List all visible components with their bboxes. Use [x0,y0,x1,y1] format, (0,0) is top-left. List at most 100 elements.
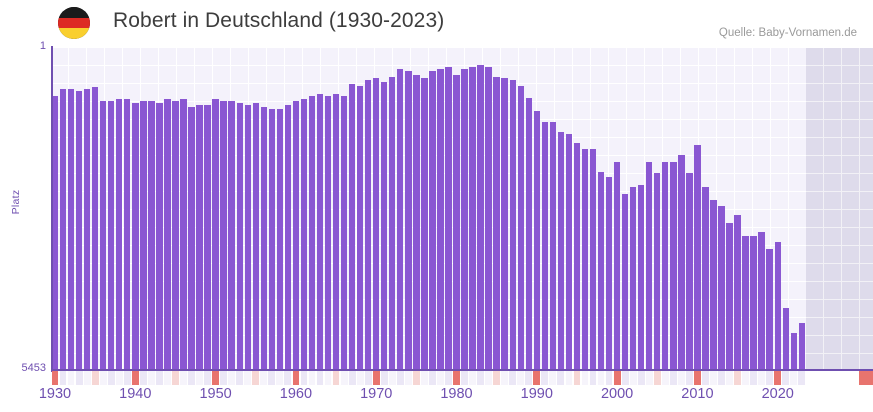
bar [332,93,340,370]
heat-strip-cell [236,371,244,385]
heat-strip-cell [308,371,316,385]
bar [99,101,107,370]
heat-strip-cell [99,371,107,385]
bar [710,199,717,370]
bar [188,106,195,370]
bar [453,74,460,370]
heat-strip-cell [356,371,364,385]
bar [662,162,669,370]
x-axis-tick-label: 1950 [199,386,232,402]
heat-strip-marker [573,371,581,385]
grid-inactive-region [805,48,873,370]
heat-strip-cell [276,371,284,385]
heat-strip-marker [91,371,99,385]
page-title: Robert in Deutschland (1930-2023) [113,9,445,32]
heat-strip-marker [131,371,139,385]
heat-strip-cell [517,371,525,385]
x-axis-tick-label: 1930 [38,386,72,402]
bar [605,177,613,370]
heat-strip-marker [774,371,782,385]
bar [164,99,171,370]
plot-area [51,48,873,370]
bar [629,186,637,370]
bar [51,95,59,370]
heat-strip-cell [702,371,709,385]
bar [308,95,316,370]
heat-strip-marker [694,371,701,385]
heat-strip-cell [123,371,131,385]
heat-strip-cell [485,371,493,385]
heat-strip-cell [284,371,292,385]
heat-strip-cell [677,371,685,385]
heat-strip-cell [509,371,517,385]
heat-strip-cell [718,371,725,385]
bar [348,84,356,370]
bar [485,67,492,370]
bar [461,68,468,370]
heat-strip-cell [750,371,758,385]
bar [236,103,243,370]
bar [148,101,155,370]
bar [573,143,581,370]
bar-series [51,48,873,370]
bar [766,249,773,370]
heat-strip-cell [220,371,228,385]
year-heat-strip [51,371,873,385]
heat-strip-cell [501,371,509,385]
heat-strip-cell [196,371,203,385]
bar [413,74,420,370]
bar [686,173,693,370]
x-axis-tick-label: 1970 [360,386,393,402]
bar [525,97,532,370]
x-axis-tick-labels: 1930 1940 1950 1960 1970 1980 1990 2000 2010 2020 [39,386,873,410]
bar [340,95,348,370]
heat-strip-cell [83,371,91,385]
heat-strip-marker [453,371,460,385]
bar [509,80,516,370]
bar [220,101,227,370]
bar [533,110,540,370]
bar [694,144,701,370]
bar [437,68,444,370]
bar [750,236,757,370]
bar [292,101,300,370]
heat-strip-cell [565,371,573,385]
bar [252,103,259,370]
y-axis-line [51,46,53,372]
heat-strip-marker [613,371,621,385]
bar [116,99,123,370]
source-label: Quelle: Baby-Vornamen.de [718,27,857,39]
bar [405,70,412,370]
heat-strip-cell [268,371,276,385]
bar [356,86,364,370]
bar [244,105,251,370]
bar [621,194,629,370]
bar [581,148,589,370]
bar [790,332,797,370]
heat-strip-marker [372,371,380,385]
heat-strip-cell [597,371,605,385]
heat-strip-cell [581,371,589,385]
y-axis-bottom-label: 5453 [21,362,46,374]
bar [268,108,276,370]
x-axis-tick-label: 1940 [119,386,152,402]
heat-strip-cell [782,371,790,385]
bar [477,65,484,370]
heat-strip-cell [396,371,404,385]
bar [549,122,557,370]
flag-band-black [58,7,90,18]
bar [718,205,725,370]
bar [75,90,83,370]
bar [798,323,805,370]
chart-header: Robert in Deutschland (1930-2023) Quelle… [0,0,873,46]
heat-strip-cell [260,371,268,385]
heat-strip-cell [67,371,75,385]
heat-strip-cell [204,371,211,385]
heat-strip-marker [172,371,179,385]
flag-band-red [58,17,90,29]
heat-strip-marker [51,371,59,385]
bar [782,308,789,370]
heat-strip-cell [147,371,155,385]
bar [381,82,388,370]
bar [429,70,436,370]
